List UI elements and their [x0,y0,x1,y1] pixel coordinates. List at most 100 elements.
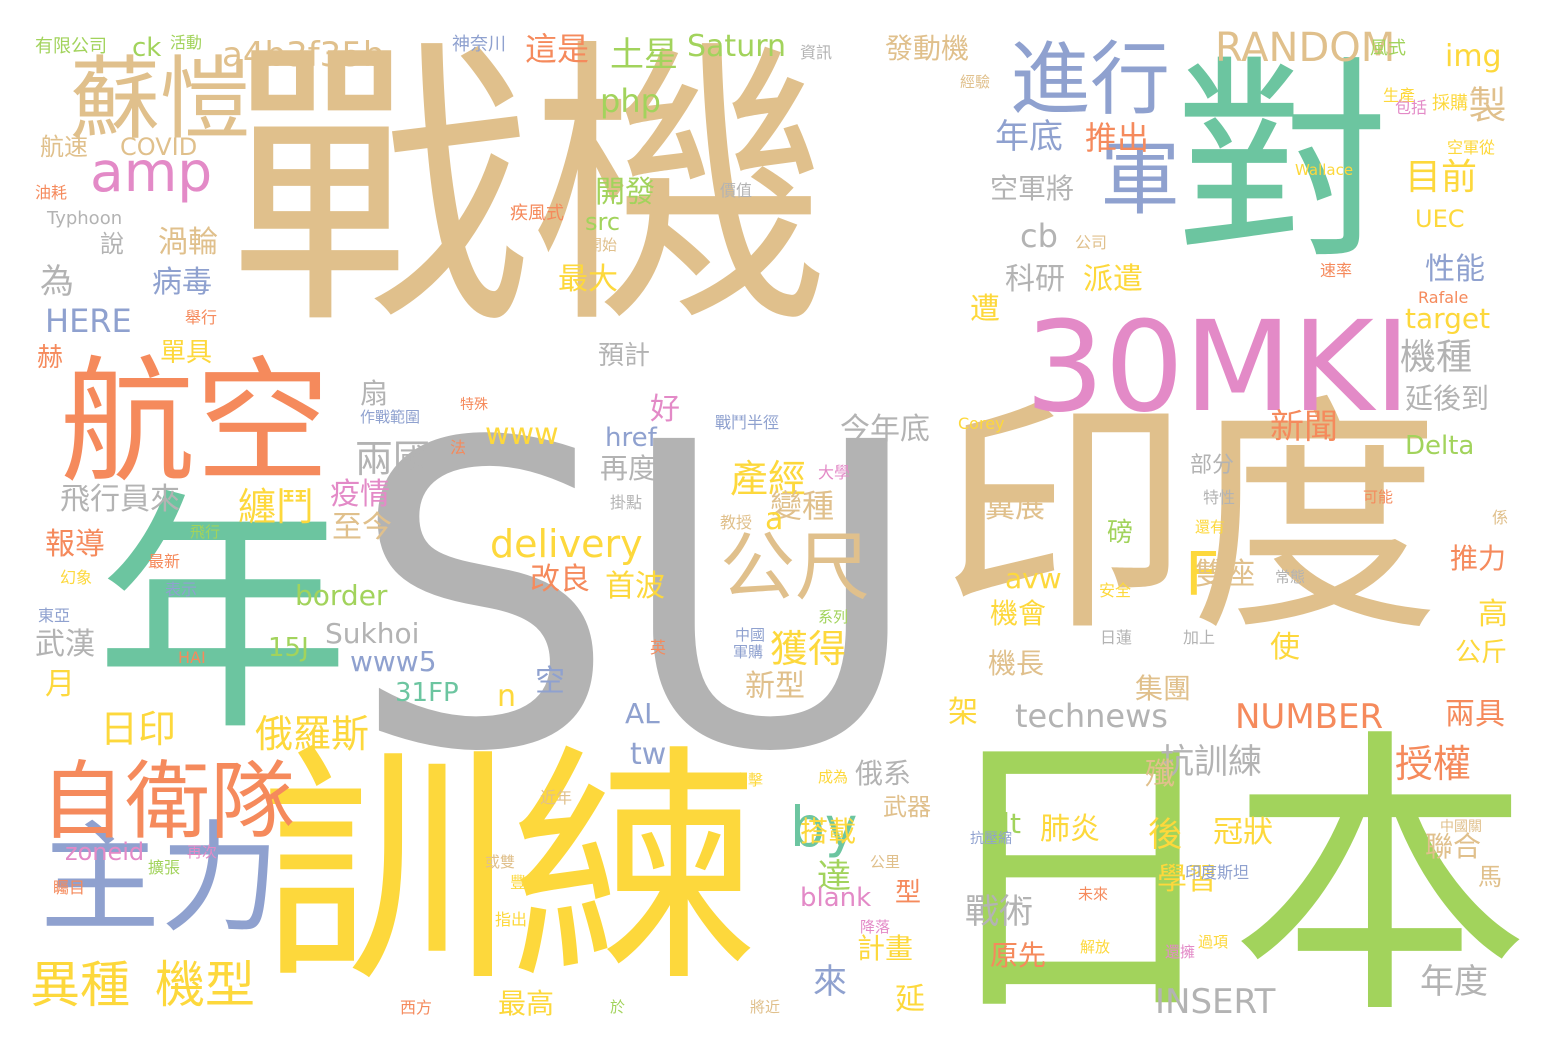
cloud-word: 價值 [720,181,753,200]
cloud-word: 年 [95,469,351,766]
cloud-word: 報導 [45,527,105,562]
cloud-word: 近年 [540,788,573,807]
cloud-word: 公尺 [720,523,871,611]
cloud-word: 土星 [610,35,678,75]
cloud-word: a [765,502,784,537]
cloud-word: 部分 [1190,453,1235,478]
cloud-word: 目前 [1405,157,1478,198]
cloud-word: HERE [45,302,132,340]
cloud-word: 授權 [1395,742,1472,786]
cloud-word: 幻象 [60,568,93,587]
cloud-word: 年度 [1420,962,1488,1002]
cloud-word: 月 [45,667,75,702]
cloud-word: 訓練 [260,724,760,1015]
cloud-word: 學習 [1157,862,1217,897]
cloud-word: 15J [268,633,309,663]
cloud-word: 達 [817,857,851,897]
cloud-word: 俄羅斯 [255,712,370,756]
cloud-word: 架 [948,695,978,730]
cloud-word: 為 [40,262,74,302]
cloud-word: www5 [350,645,437,678]
cloud-word: avw [1005,562,1062,595]
cloud-word: 作戰範圍 [360,408,421,426]
cloud-word: 公斤 [1455,638,1508,668]
cloud-word: href [605,423,657,453]
cloud-word: INSERT [1155,982,1276,1022]
cloud-word: 性能 [1425,252,1485,287]
cloud-word: cb [1020,217,1058,255]
cloud-word: 集團 [1135,672,1192,705]
cloud-word: 對 [1175,37,1390,288]
cloud-word: 最高 [498,987,555,1020]
cloud-word: n [497,679,517,714]
cloud-word: 機型 [155,956,255,1014]
cloud-word: 表示 [165,580,198,599]
cloud-word: 公里 [870,853,901,871]
cloud-word: 變種 [770,487,835,525]
cloud-word: 大學 [818,463,851,482]
cloud-word: 後 [1148,815,1182,855]
cloud-word: 軍 [1100,133,1180,226]
cloud-word: 病毒 [152,265,212,300]
cloud-word: 最大 [558,262,618,297]
cloud-word: 武漢 [35,627,95,662]
cloud-word: 殲 [1145,757,1175,792]
cloud-word: 原先 [990,939,1047,972]
cloud-word: 這是 [525,30,590,68]
cloud-word: Sukhoi [325,617,420,650]
cloud-word: 俄系 [855,757,912,790]
cloud-word: 解放 [1080,938,1111,956]
cloud-word: 年底 [995,117,1063,157]
cloud-word: 新聞 [1270,407,1338,447]
cloud-word: F [1185,540,1220,610]
cloud-word: 特殊 [460,397,488,413]
cloud-word: 延 [895,982,925,1017]
cloud-word: 英 [650,638,667,657]
cloud-word: RANDOM [1215,25,1396,71]
cloud-word: 空軍從 [1447,138,1496,157]
cloud-word: amp [90,140,213,204]
cloud-word: www [485,417,559,452]
cloud-word: 將近 [750,998,781,1016]
cloud-word: 東亞 [38,606,71,625]
cloud-word: 主力 [40,810,280,949]
cloud-word: 今年底 [840,412,930,447]
cloud-word: 延後到 [1405,382,1490,415]
cloud-word: 空 [535,664,565,699]
cloud-word: 推力 [1450,542,1507,575]
cloud-word: 抗訓練 [1160,742,1262,782]
cloud-word: 纏鬥 [238,485,315,529]
cloud-word: 開始 [587,236,618,254]
cloud-word: 推出 [1085,119,1150,157]
cloud-word: 好 [650,392,680,427]
cloud-word: tw [630,737,667,772]
cloud-word: SU [350,355,925,844]
cloud-word: 安全 [1099,581,1132,600]
cloud-word: src [585,208,621,236]
cloud-word: 獲得 [770,627,847,671]
cloud-word: 西方 [400,998,433,1017]
cloud-word: 還有 [1195,518,1226,536]
cloud-word: zoneid [65,838,145,866]
cloud-word: 飛行 [190,523,221,541]
cloud-word: 空軍將 [990,172,1075,205]
cloud-word: 首波 [605,569,665,604]
cloud-word: 印度 [940,374,1440,665]
cloud-word: 特性 [1203,488,1236,507]
cloud-word: 翼展 [985,490,1045,525]
cloud-word: 風式 [1370,38,1406,59]
cloud-word: 係 [1492,508,1509,527]
cloud-word: 過項 [1198,933,1229,951]
cloud-word: 馬 [1478,863,1502,891]
cloud-word: 還擁 [1165,943,1196,961]
cloud-word: 於 [610,998,626,1016]
cloud-word: 戰鬥半徑 [715,413,780,432]
cloud-word: 31FP [395,678,459,708]
cloud-word: 單具 [160,338,213,368]
cloud-word: 活動 [170,33,203,52]
cloud-word: img [1445,39,1502,74]
cloud-word: 聯合 [1425,830,1482,863]
cloud-word: 系列 [818,608,849,626]
cloud-word: 有限公司 [35,36,107,57]
cloud-word: 教授 [720,513,753,532]
